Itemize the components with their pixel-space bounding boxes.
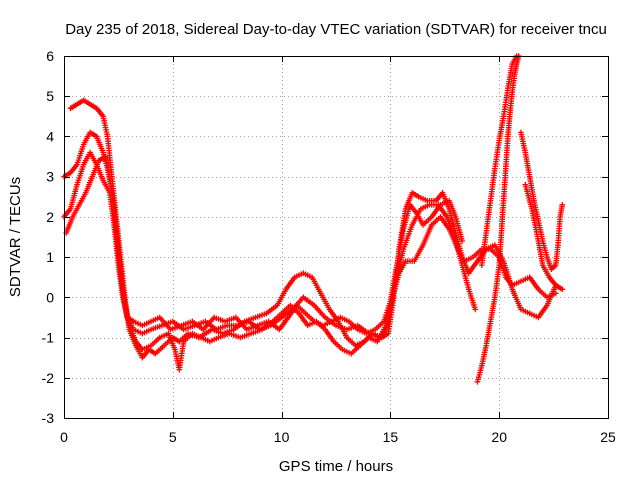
y-tick-label: 4 — [46, 128, 54, 144]
chart-title: Day 235 of 2018, Sidereal Day-to-day VTE… — [65, 21, 607, 38]
y-tick-label: -1 — [42, 330, 55, 346]
x-tick-label: 20 — [491, 429, 507, 445]
series-track-4 — [61, 149, 466, 337]
y-tick-label: 0 — [46, 289, 54, 305]
data-point — [459, 238, 466, 244]
grid — [64, 56, 608, 418]
series-track-7 — [518, 129, 566, 272]
data-point — [559, 202, 566, 208]
y-tick-label: 3 — [46, 169, 54, 185]
y-tick-label: 5 — [46, 88, 54, 104]
plot-frame — [64, 56, 609, 419]
y-tick-label: -3 — [42, 410, 55, 426]
y-tick-label: 2 — [46, 209, 54, 225]
y-tick-label: 6 — [46, 48, 54, 64]
axis-ticks: 0 5 10 15 20 25 -3 -2 -1 0 1 2 3 4 5 6 — [42, 48, 616, 445]
x-axis-label: GPS time / hours — [279, 458, 393, 475]
series-track-8 — [522, 181, 566, 293]
x-tick-label: 25 — [600, 429, 616, 445]
x-tick-label: 15 — [383, 429, 399, 445]
data-series — [61, 53, 566, 385]
x-tick-label: 5 — [169, 429, 177, 445]
series-track-3 — [63, 153, 559, 373]
data-point — [559, 286, 566, 293]
y-tick-label: 1 — [46, 249, 54, 265]
series-track-6 — [478, 53, 520, 268]
x-tick-label: 10 — [274, 429, 290, 445]
y-tick-label: -2 — [42, 370, 55, 386]
data-point — [472, 306, 479, 313]
series-track-5 — [474, 53, 522, 385]
data-point — [552, 290, 559, 297]
y-axis-label: SDTVAR / TECUs — [7, 177, 24, 297]
x-tick-label: 0 — [60, 429, 68, 445]
